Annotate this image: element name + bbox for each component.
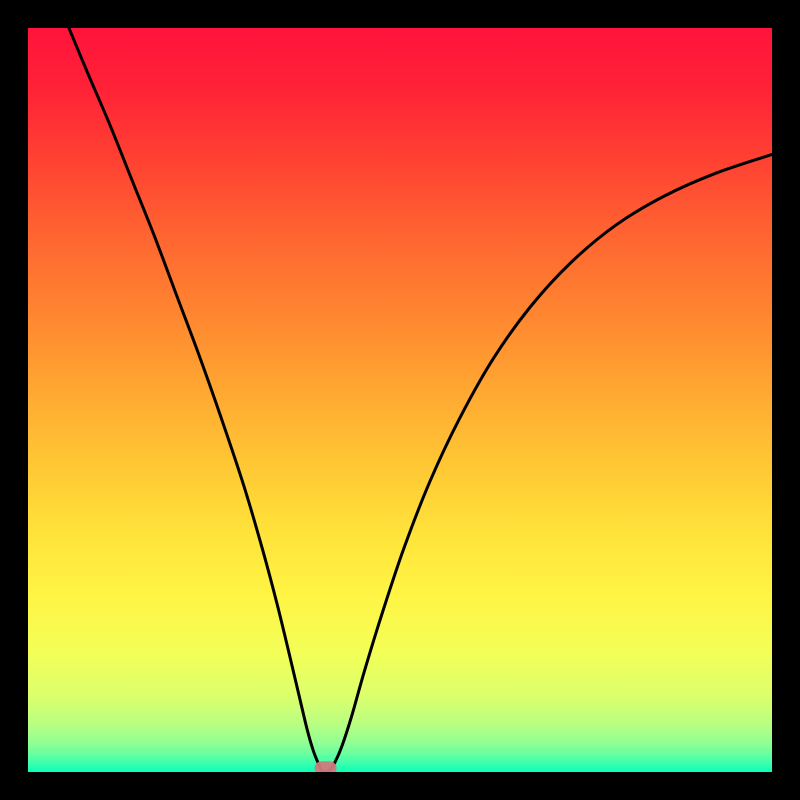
bottleneck-chart xyxy=(0,0,800,800)
chart-plot-area xyxy=(28,28,772,772)
chart-container: TheBottleneck.com xyxy=(0,0,800,800)
